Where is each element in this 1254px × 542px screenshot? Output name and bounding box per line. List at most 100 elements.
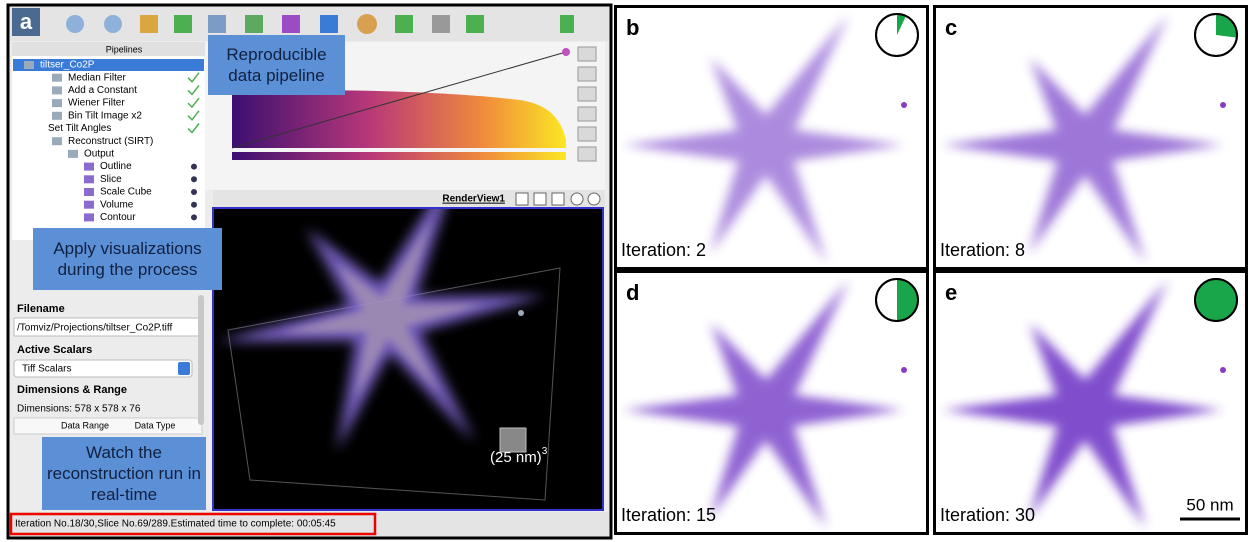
panel-letter: e	[945, 280, 957, 305]
visibility	[191, 176, 197, 183]
item-icon	[84, 162, 94, 171]
pipeline-item: Contour	[100, 212, 136, 223]
selection	[13, 59, 204, 71]
pipeline-item: Outline	[100, 161, 132, 172]
opacity-line	[231, 51, 567, 149]
pipelines-panel	[12, 42, 205, 240]
scrollbar[interactable]	[198, 295, 204, 425]
panel-letter: c	[945, 15, 957, 40]
pipeline-item: Wiener Filter	[68, 98, 125, 109]
pipeline-item: Add a Constant	[68, 85, 137, 96]
particle	[901, 367, 907, 373]
item-icon	[52, 111, 62, 120]
visibility	[191, 214, 197, 221]
render-content	[214, 209, 565, 501]
progress	[897, 279, 918, 321]
visibility	[191, 189, 197, 195]
panel-letter: d	[626, 280, 639, 305]
dimensions-label: Dimensions & Range	[17, 384, 127, 396]
toolbar-icons	[66, 14, 574, 34]
callout: Apply visualizations during the process	[33, 228, 222, 290]
column-header: Data Range	[61, 420, 109, 430]
item-icon	[68, 149, 78, 158]
callout-text: Watch the reconstruction run in real-tim…	[42, 437, 206, 510]
visibility	[191, 163, 197, 170]
pipeline-item: Reconstruct (SIRT)	[68, 136, 153, 147]
iteration-label: Iteration: 15	[621, 505, 716, 525]
side-buttons[interactable]	[577, 46, 597, 162]
renderview-header	[213, 190, 605, 208]
outline	[227, 267, 561, 501]
pipeline-item: Slice	[100, 174, 122, 185]
pipeline-item: tiltser_Co2P	[40, 60, 95, 71]
iteration-label: Iteration: 8	[940, 240, 1025, 260]
item-icon	[84, 188, 94, 196]
callout: Watch the reconstruction run in real-tim…	[42, 437, 206, 510]
item-icon	[84, 200, 94, 209]
highlight	[9, 512, 377, 536]
iteration-label: Iteration: 2	[621, 240, 706, 260]
pipeline-item: Set Tilt Angles	[48, 123, 111, 134]
label-box	[12, 8, 40, 36]
pipeline-item: Output	[84, 149, 114, 160]
renderview-title: RenderView1	[442, 194, 505, 205]
dimensions: Dimensions: 578 x 578 x 76	[17, 404, 141, 415]
panel-letter: b	[626, 15, 639, 40]
item-icon	[52, 86, 62, 95]
progress	[1194, 278, 1238, 322]
item-icon	[84, 213, 94, 222]
filename: /Tomviz/Projections/tiltser_Co2P.tiff	[17, 323, 172, 334]
progress	[1216, 14, 1237, 38]
histogram	[232, 90, 566, 148]
pipelines-title: Pipelines	[106, 44, 143, 54]
iteration-panels: b Iteration: 2 c Iteration: 8 d Iteration: 15…	[614, 5, 1248, 535]
particle	[1220, 367, 1226, 373]
pipelines-header	[12, 42, 205, 56]
item-icon	[52, 73, 62, 82]
check	[187, 84, 200, 96]
check	[187, 97, 200, 109]
column-header: Data Type	[135, 420, 176, 430]
particle	[1220, 102, 1226, 108]
pipeline-item: Scale Cube	[100, 187, 152, 198]
colorbar	[232, 152, 566, 160]
progress-border	[1194, 13, 1238, 57]
select-arrow	[178, 362, 190, 375]
panel-letter: a	[20, 9, 33, 34]
visibility	[191, 201, 197, 208]
progress-border	[875, 13, 919, 57]
status-bar	[10, 512, 609, 536]
iteration-label: Iteration: 30	[940, 505, 1035, 525]
check	[187, 123, 200, 134]
scalars-label: Active Scalars	[17, 344, 92, 356]
progress-border	[875, 278, 919, 322]
status-text: Iteration No.18/30,Slice No.69/289.Estim…	[15, 519, 336, 530]
pipeline-item: Volume	[100, 199, 134, 210]
item-icon	[52, 99, 62, 108]
scalars-select[interactable]	[13, 359, 193, 378]
particle	[901, 102, 907, 108]
pipeline-item: Median Filter	[68, 72, 126, 83]
item-icon	[52, 137, 62, 146]
item-icon	[84, 175, 94, 184]
view-buttons[interactable]	[515, 192, 601, 206]
callout-text: Apply visualizations during the process	[33, 228, 222, 290]
active-scalars: Tiff Scalars	[22, 364, 71, 375]
filename-label: Filename	[17, 303, 65, 315]
scale-cube	[499, 427, 527, 453]
check	[187, 110, 200, 121]
progress	[897, 14, 906, 35]
item-icon	[24, 61, 34, 69]
cube-label: (25 nm)3	[490, 446, 548, 466]
scale-bar-label: 50 nm	[1186, 495, 1233, 514]
opacity-node	[562, 48, 570, 56]
check	[187, 72, 200, 83]
table-header	[13, 417, 203, 435]
pipeline-item: Bin Tilt Image x2	[68, 110, 142, 121]
callout: Reproducible data pipeline	[208, 35, 345, 95]
particle	[518, 310, 524, 316]
callout-text: Reproducible data pipeline	[208, 35, 345, 95]
